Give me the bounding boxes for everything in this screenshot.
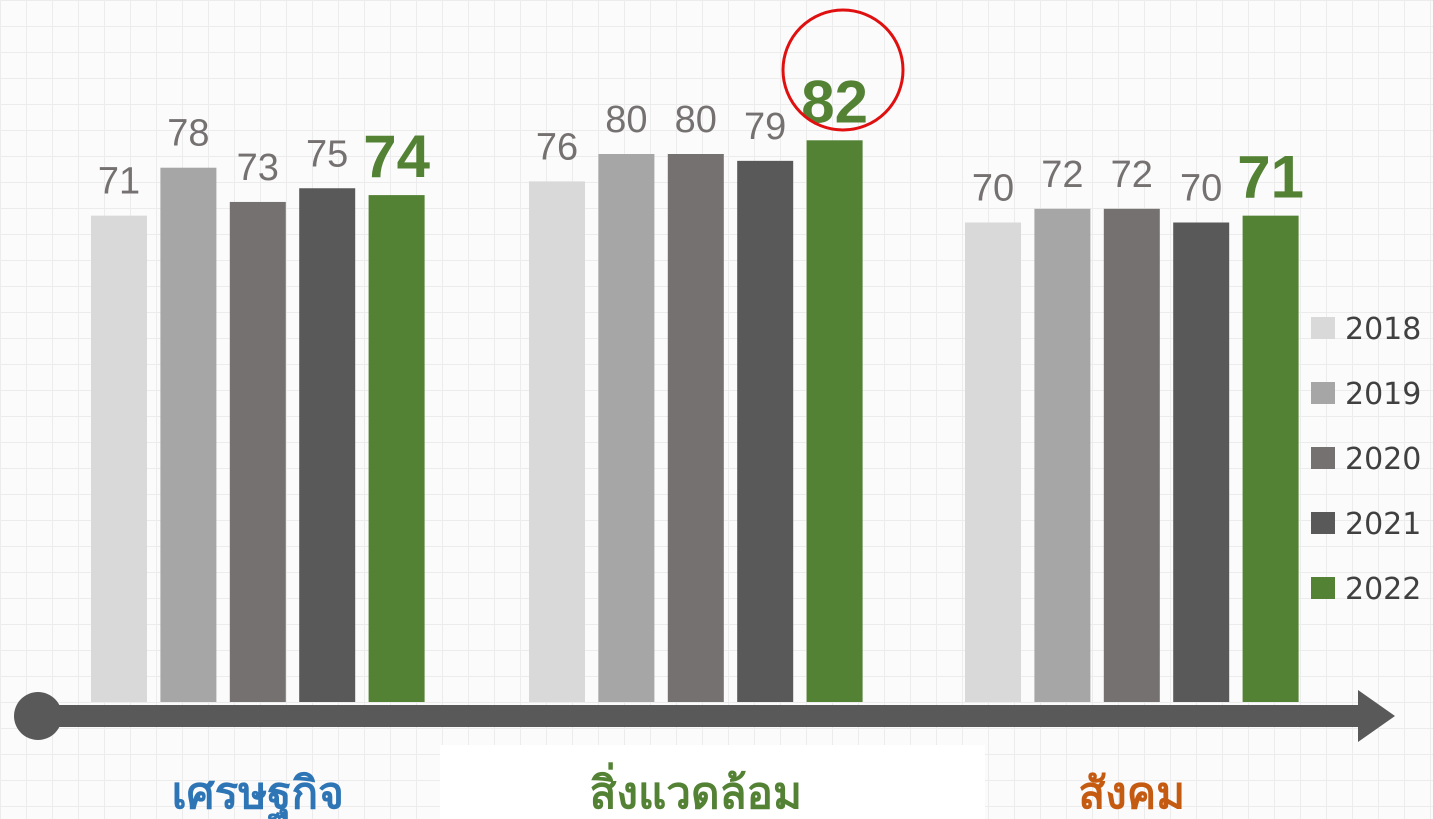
value-label: 80 — [675, 99, 717, 141]
category-label: สิ่งแวดล้อม — [590, 762, 802, 819]
value-label: 70 — [972, 168, 1014, 210]
bar — [299, 188, 356, 702]
value-label: 72 — [1041, 154, 1083, 196]
bar — [667, 154, 724, 702]
value-label: 70 — [1180, 168, 1222, 210]
bar — [229, 201, 286, 702]
value-label: 76 — [536, 126, 578, 168]
category-label: สังคม — [1078, 768, 1185, 819]
bar — [1034, 208, 1091, 703]
bar — [1242, 215, 1299, 702]
axis-start — [14, 692, 62, 740]
bar — [91, 215, 147, 702]
value-label: 82 — [801, 68, 868, 135]
value-label: 71 — [1237, 144, 1304, 211]
bar — [737, 160, 794, 703]
legend-label: 2018 — [1345, 312, 1421, 347]
legend-label: 2019 — [1345, 377, 1421, 412]
legend-swatch — [1311, 317, 1335, 339]
legend-swatch — [1311, 577, 1335, 599]
highlight-circle — [781, 8, 905, 132]
legend-label: 2020 — [1345, 442, 1421, 477]
value-label: 73 — [237, 147, 279, 189]
value-label: 80 — [605, 99, 647, 141]
value-label: 72 — [1111, 154, 1153, 196]
label-panel — [440, 745, 985, 819]
value-label: 79 — [744, 106, 786, 148]
bar — [965, 222, 1021, 702]
value-label: 74 — [363, 123, 430, 190]
bar — [598, 154, 655, 702]
legend-label: 2021 — [1345, 507, 1421, 542]
value-label: 71 — [98, 161, 140, 203]
category-label: เศรษฐกิจ — [172, 768, 344, 819]
legend-label: 2022 — [1345, 572, 1421, 607]
bar — [806, 140, 863, 703]
legend-swatch — [1311, 512, 1335, 534]
bar — [1173, 222, 1230, 702]
value-label: 75 — [306, 133, 348, 175]
bar — [1103, 208, 1160, 703]
bar — [529, 181, 585, 702]
bar — [368, 195, 425, 702]
legend-swatch — [1311, 447, 1335, 469]
value-label: 78 — [167, 113, 209, 155]
bar — [160, 167, 217, 702]
axis-arrow — [1358, 690, 1395, 742]
legend-swatch — [1311, 382, 1335, 404]
